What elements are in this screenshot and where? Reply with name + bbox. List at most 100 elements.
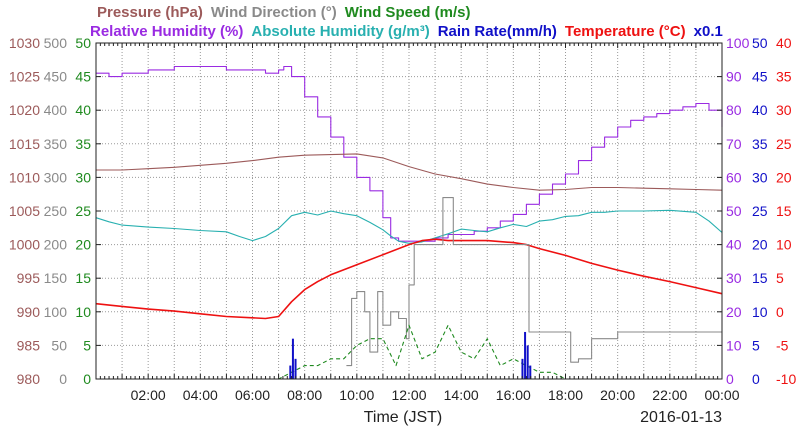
series-temperature [95,238,723,320]
y-tick-label-rain_rate: 10 [752,304,768,320]
y-tick-label-wind_speed: 15 [75,270,91,286]
legend-row: Pressure (hPa) Wind Direction (°) Wind Spe… [97,4,470,21]
y-tick-label-relative_humidity: 0 [726,371,734,387]
y-tick-label-pressure: 1015 [9,136,40,152]
legend-rain_rate: Rain Rate(mm/h) [438,23,557,40]
y-tick-label-rain_rate: 30 [752,169,768,185]
y-tick-label-rain_rate: 20 [752,237,768,253]
legend-wind_speed: Wind Speed (m/s) [345,4,471,21]
y-tick-label-pressure: 1030 [9,35,40,51]
y-tick-label-rain_rate: 25 [752,203,768,219]
y-tick-label-wind_direction: 200 [44,237,68,253]
y-tick-label-wind_speed: 30 [75,169,91,185]
y-tick-label-wind_speed: 20 [75,237,91,253]
y-tick-label-pressure: 1020 [9,102,40,118]
series-rain_rate-bar [529,365,532,379]
series-rain_rate-bar [289,365,292,379]
legend-wind_direction: Wind Direction (°) [211,4,337,21]
y-tick-label-relative_humidity: 40 [726,237,742,253]
y-tick-label-temperature: 5 [776,270,784,286]
y-tick-label-pressure: 1005 [9,203,40,219]
y-tick-label-wind_direction: 50 [51,337,67,353]
y-tick-label-relative_humidity: 90 [726,69,742,85]
series-rain_rate-bar [521,358,524,379]
series-absolute_humidity [95,209,723,244]
y-tick-label-temperature: 15 [776,203,792,219]
legend-rain_rate: x0.1 [694,23,723,40]
y-tick-label-rain_rate: 0 [752,371,760,387]
y-tick-label-temperature: -10 [776,371,796,387]
legend-temperature: Temperature (°C) [565,23,686,40]
y-tick-label-rain_rate: 5 [752,337,760,353]
x-tick-label: 08:00 [287,387,322,403]
series-wind_speed [96,324,722,380]
y-tick-label-pressure: 1025 [9,69,40,85]
y-tick-label-wind_direction: 400 [44,102,68,118]
y-tick-label-pressure: 995 [17,270,41,286]
legend-pressure: Pressure (hPa) [97,4,203,21]
y-tick-label-rain_rate: 45 [752,69,768,85]
y-tick-label-wind_direction: 150 [44,270,68,286]
x-tick-label: 22:00 [652,387,687,403]
y-tick-label-wind_direction: 100 [44,304,68,320]
x-tick-label: 12:00 [391,387,426,403]
y-tick-label-relative_humidity: 10 [726,337,742,353]
y-tick-label-temperature: 30 [776,102,792,118]
x-axis-label: Time (JST) [364,409,443,426]
x-tick-label: 06:00 [235,387,270,403]
date-label: 2016-01-13 [640,409,722,426]
series-rain_rate-bar [524,331,527,379]
legend-row: Relative Humidity (%) Absolute Humidity (… [90,23,723,40]
y-tick-label-wind_speed: 25 [75,203,91,219]
y-tick-label-wind_speed: 40 [75,102,91,118]
y-tick-label-relative_humidity: 70 [726,136,742,152]
y-tick-label-wind_direction: 500 [44,35,68,51]
y-tick-label-rain_rate: 15 [752,270,768,286]
y-tick-label-wind_speed: 0 [83,371,91,387]
series-wind_direction [346,197,722,367]
y-tick-label-wind_speed: 10 [75,304,91,320]
x-tick-label: 04:00 [183,387,218,403]
y-tick-label-relative_humidity: 50 [726,203,742,219]
x-tick-label: 18:00 [548,387,583,403]
y-tick-label-pressure: 1010 [9,169,40,185]
series-rain_rate-bar [526,345,529,379]
y-tick-label-pressure: 1000 [9,237,40,253]
y-tick-label-temperature: 10 [776,237,792,253]
series-rain_rate-bar [291,338,294,379]
y-tick-label-relative_humidity: 30 [726,270,742,286]
y-tick-label-wind_direction: 450 [44,69,68,85]
tick-marks [95,43,723,379]
y-tick-label-temperature: 0 [776,304,784,320]
series-rain_rate-bar [294,358,297,379]
y-tick-label-wind_direction: 350 [44,136,68,152]
series-pressure [96,153,723,191]
y-tick-label-temperature: 35 [776,69,792,85]
axis-labels: 02:00 04:00 06:00 08:00 10:00 12:00 14:00 16:00… [9,35,797,403]
y-tick-label-wind_speed: 50 [75,35,91,51]
y-tick-label-rain_rate: 40 [752,102,768,118]
legend-absolute_humidity: Absolute Humidity (g/m³) [251,23,429,40]
y-tick-label-wind_direction: 300 [44,169,68,185]
x-tick-label: 00:00 [704,387,739,403]
y-tick-label-relative_humidity: 80 [726,102,742,118]
y-tick-label-temperature: 25 [776,136,792,152]
y-tick-label-wind_speed: 35 [75,136,91,152]
legend-relative_humidity: Relative Humidity (%) [90,23,243,40]
y-tick-label-pressure: 985 [17,337,41,353]
y-tick-label-wind_direction: 250 [44,203,68,219]
series-layer [95,65,723,380]
x-tick-label: 02:00 [131,387,166,403]
y-tick-label-rain_rate: 35 [752,136,768,152]
y-tick-label-pressure: 990 [17,304,41,320]
y-tick-label-temperature: -5 [776,337,789,353]
y-tick-label-temperature: 40 [776,35,792,51]
chart-header: Pressure (hPa) Wind Direction (°) Wind Spe… [90,4,723,40]
y-tick-label-wind_speed: 45 [75,69,91,85]
x-tick-label: 10:00 [339,387,374,403]
y-tick-label-rain_rate: 50 [752,35,768,51]
y-tick-label-relative_humidity: 20 [726,304,742,320]
y-tick-label-relative_humidity: 60 [726,169,742,185]
x-tick-label: 14:00 [444,387,479,403]
